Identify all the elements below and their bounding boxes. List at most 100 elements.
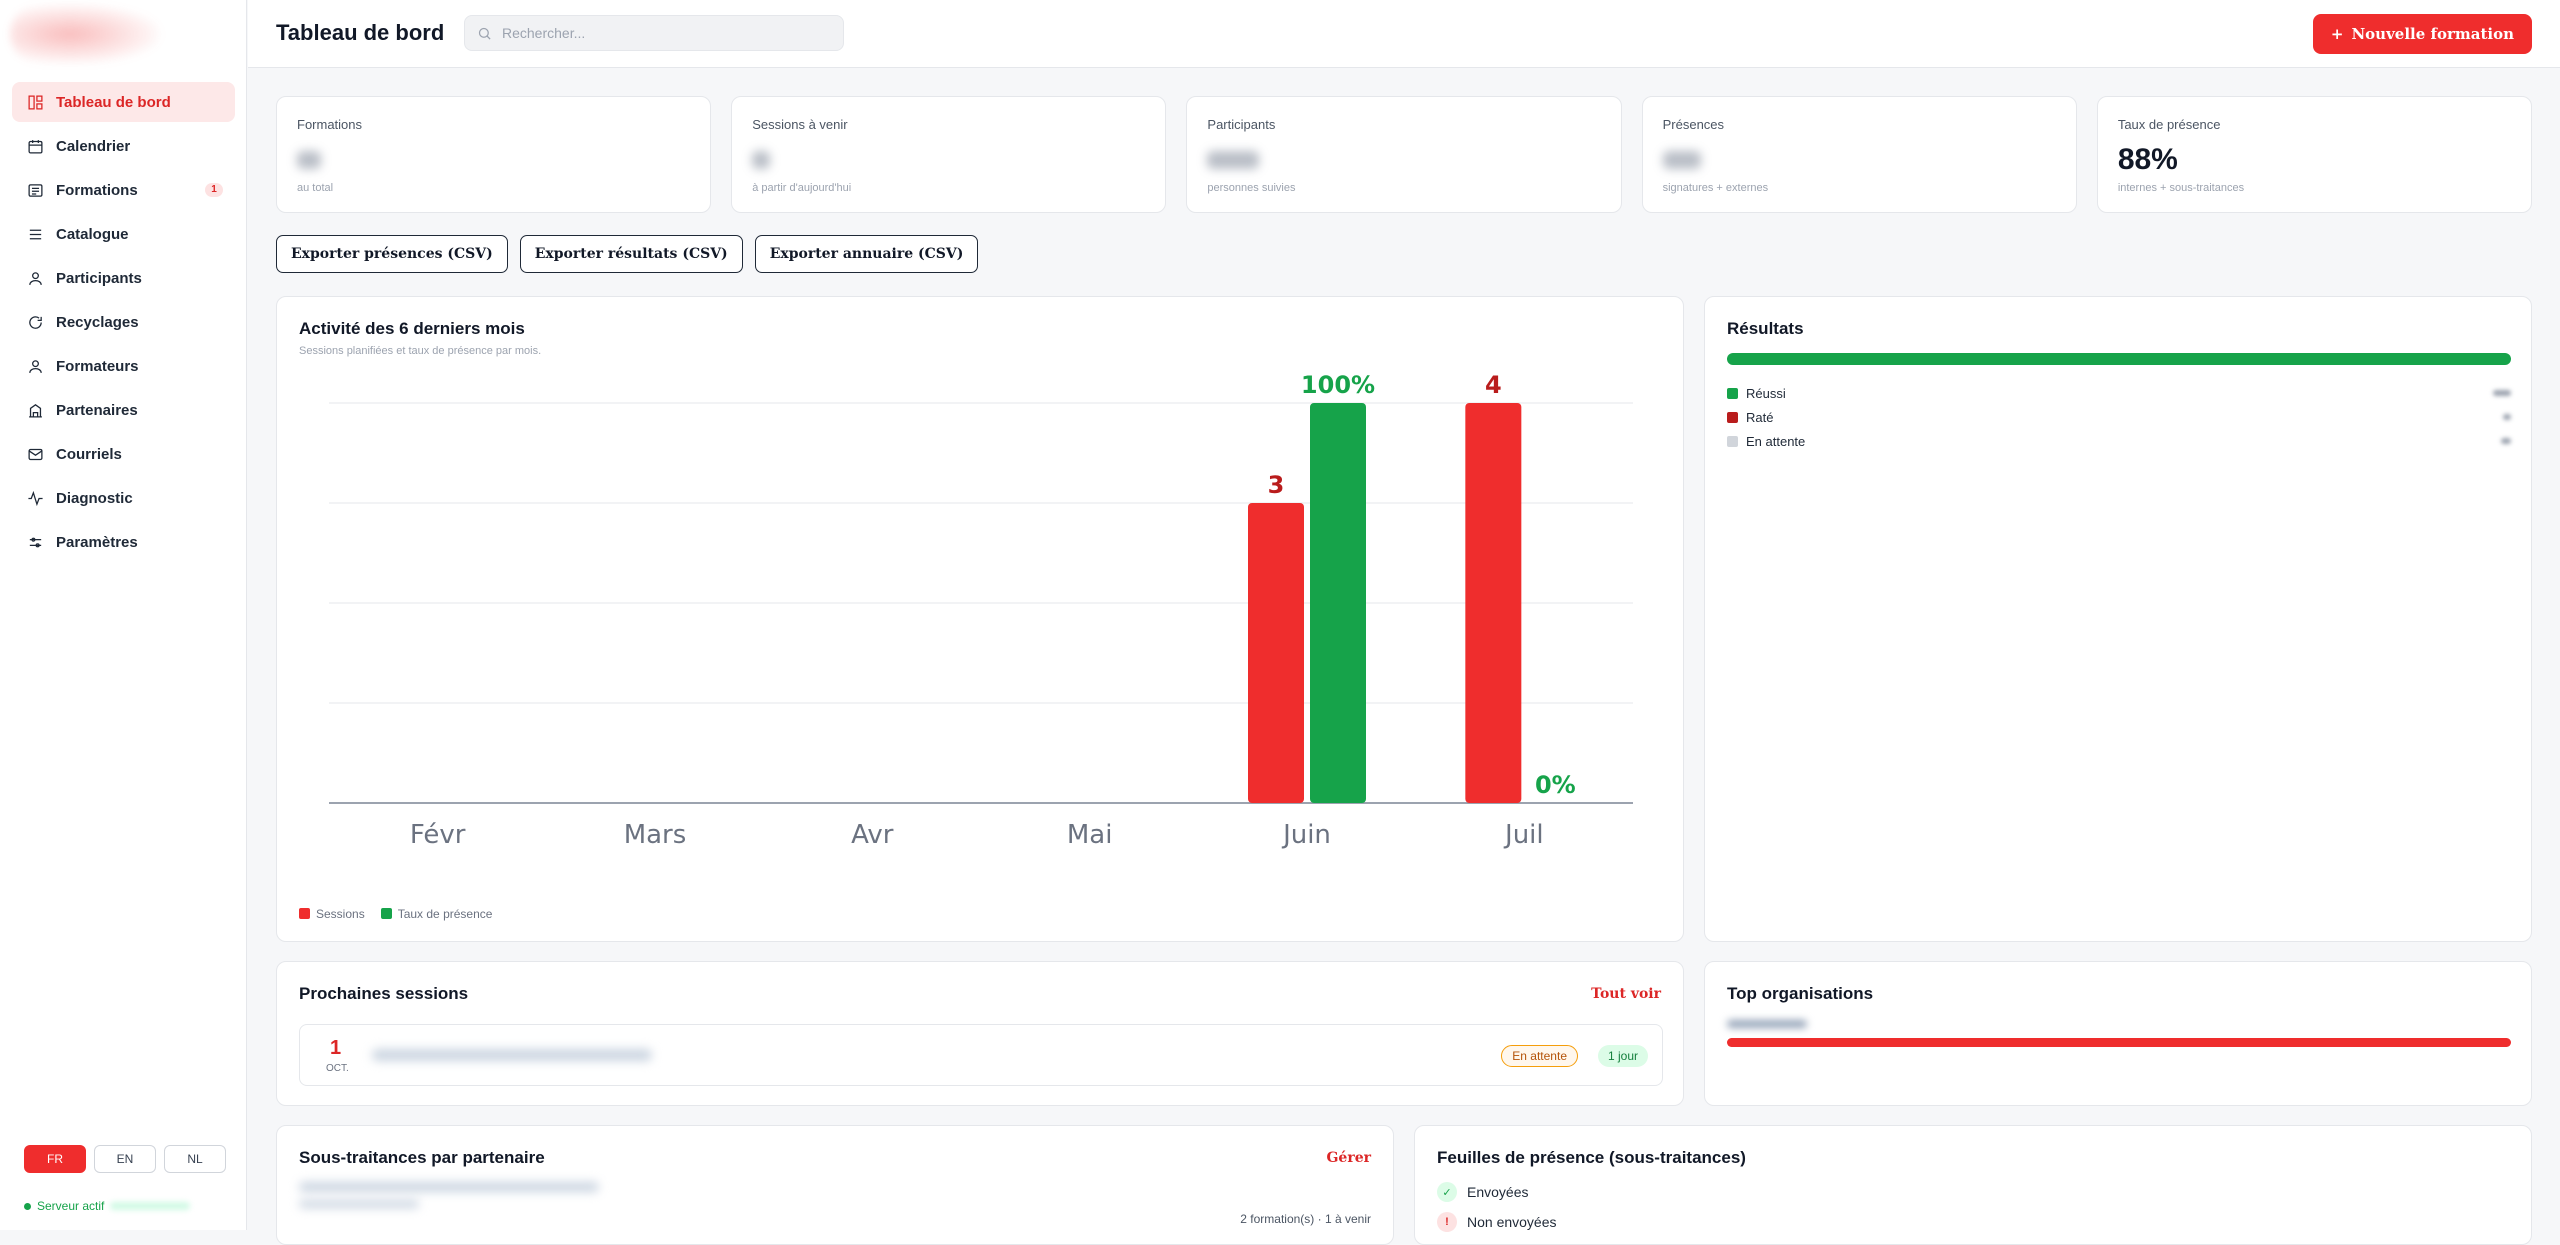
sheet-label: Envoyées: [1467, 1184, 1529, 1200]
server-status: Serveur actif: [24, 1199, 191, 1213]
export-results-button[interactable]: Exporter résultats (CSV): [519, 235, 743, 273]
sheet-row-sent[interactable]: ✓ Envoyées: [1437, 1182, 1528, 1202]
sidebar-item-label: Participants: [56, 269, 142, 287]
data-label: 4: [1485, 371, 1502, 399]
sidebar-item-formations[interactable]: Formations 1: [12, 170, 235, 210]
result-item-rate: Raté: [1727, 405, 2511, 429]
search-icon: [478, 27, 491, 40]
stat-label: Taux de présence: [2117, 117, 2221, 132]
export-presences-button[interactable]: Exporter présences (CSV): [276, 235, 508, 273]
user-icon: [26, 357, 44, 375]
stat-label: Sessions à venir: [752, 117, 848, 132]
stat-label: Participants: [1207, 117, 1276, 132]
user-icon: [26, 269, 44, 287]
stat-card-presences[interactable]: Présences signatures + externes: [1641, 96, 2077, 213]
legend-item-sessions: Sessions: [299, 907, 365, 921]
stat-card-sessions[interactable]: Sessions à venir à partir d'aujourd'hui: [731, 96, 1167, 213]
lang-nl-button[interactable]: NL: [164, 1145, 226, 1173]
subcontracting-card: Sous-traitances par partenaire Gérer 2 f…: [276, 1125, 1394, 1245]
result-label: Raté: [1746, 409, 1774, 425]
refresh-icon: [26, 313, 44, 331]
top-orgs-title: Top organisations: [1727, 984, 1874, 1003]
sidebar-item-partenaires[interactable]: Partenaires: [12, 390, 235, 430]
result-item-en-attente: En attente: [1727, 429, 2511, 453]
sidebar-item-tableau-de-bord[interactable]: Tableau de bord: [12, 82, 235, 122]
status-dot-icon: [24, 1202, 31, 1210]
export-directory-button[interactable]: Exporter annuaire (CSV): [754, 235, 979, 273]
stat-sub: à partir d'aujourd'hui: [752, 182, 852, 194]
see-all-link[interactable]: Tout voir: [1591, 986, 1661, 1002]
result-count-hidden: [2501, 438, 2511, 444]
sheets-title: Feuilles de présence (sous-traitances): [1437, 1148, 1746, 1167]
session-title-hidden: [372, 1049, 652, 1061]
sidebar-item-label: Catalogue: [56, 225, 129, 243]
org-bar: [1727, 1038, 2511, 1047]
sidebar-item-participants[interactable]: Participants: [12, 258, 235, 298]
plus-icon: +: [2330, 25, 2344, 43]
list-icon: [26, 225, 44, 243]
sessions-bar: [1248, 503, 1304, 803]
result-swatch: [1727, 411, 1738, 423]
attendance-sheets-card: Feuilles de présence (sous-traitances) ✓…: [1414, 1125, 2532, 1245]
sidebar-item-parametres[interactable]: Paramètres: [12, 522, 235, 562]
result-label: En attente: [1746, 433, 1806, 449]
status-badge: En attente: [1501, 1045, 1578, 1067]
sidebar-item-recyclages[interactable]: Recyclages: [12, 302, 235, 342]
result-swatch: [1727, 435, 1738, 447]
duration-badge: 1 jour: [1597, 1045, 1648, 1067]
logo[interactable]: [10, 4, 160, 64]
server-status-detail: [110, 1202, 191, 1210]
lang-en-button[interactable]: EN: [94, 1145, 156, 1173]
server-status-label: Serveur actif: [37, 1199, 105, 1213]
sidebar-item-catalogue[interactable]: Catalogue: [12, 214, 235, 254]
sheet-row-not-sent[interactable]: ! Non envoyées: [1437, 1212, 1557, 1232]
sidebar-item-calendrier[interactable]: Calendrier: [12, 126, 235, 166]
sidebar-nav: Tableau de bord Calendrier Formations 1 …: [12, 82, 235, 566]
x-tick-label: Févr: [410, 820, 466, 850]
stat-sub: signatures + externes: [1662, 182, 1769, 194]
stat-label: Formations: [297, 117, 363, 132]
result-label: Réussi: [1746, 385, 1786, 401]
legend-swatch: [299, 908, 310, 919]
chart-subtitle: Sessions planifiées et taux de présence …: [299, 345, 542, 357]
rate-bar: [1310, 403, 1366, 803]
activity-chart-card: Activité des 6 derniers mois Sessions pl…: [276, 296, 1684, 942]
activity-chart: Févr Mars Avr Mai Juin 3 100% Juil 4 0%: [329, 371, 1633, 850]
manage-link[interactable]: Gérer: [1326, 1150, 1371, 1166]
check-icon: ✓: [1437, 1182, 1457, 1202]
sidebar-item-label: Formateurs: [56, 357, 139, 375]
search-box[interactable]: [464, 15, 844, 51]
session-row[interactable]: 1 OCT. En attente 1 jour: [299, 1024, 1663, 1086]
sidebar-item-label: Paramètres: [56, 533, 138, 551]
activity-icon: [26, 489, 44, 507]
stat-card-taux[interactable]: Taux de présence 88% internes + sous-tra…: [2096, 96, 2533, 213]
results-list: Réussi Raté En attente: [1727, 381, 2511, 453]
stat-card-formations[interactable]: Formations au total: [276, 96, 712, 213]
sidebar-item-label: Courriels: [56, 445, 122, 463]
x-tick-label: Juil: [1503, 820, 1544, 850]
legend-label: Taux de présence: [397, 907, 493, 921]
dashboard-icon: [26, 93, 44, 111]
org-name-hidden: [1727, 1020, 1807, 1028]
lang-fr-button[interactable]: FR: [24, 1145, 86, 1173]
x-tick-label: Mars: [624, 820, 687, 850]
export-buttons: Exporter présences (CSV) Exporter résult…: [276, 235, 979, 273]
stat-card-participants[interactable]: Participants personnes suivies: [1186, 96, 1622, 213]
sidebar: Tableau de bord Calendrier Formations 1 …: [0, 0, 247, 1230]
new-formation-label: Nouvelle formation: [2351, 25, 2514, 43]
chart-title: Activité des 6 derniers mois: [299, 319, 525, 338]
result-count-hidden: [2493, 390, 2511, 396]
new-formation-button[interactable]: + Nouvelle formation: [2312, 14, 2532, 54]
sidebar-item-courriels[interactable]: Courriels: [12, 434, 235, 474]
results-card: Résultats Réussi Raté En attente: [1704, 296, 2532, 942]
sidebar-item-label: Diagnostic: [56, 489, 133, 507]
building-icon: [26, 401, 44, 419]
next-sessions-card: Prochaines sessions Tout voir 1 OCT. En …: [276, 961, 1684, 1106]
search-input[interactable]: [502, 25, 822, 41]
stat-sub: personnes suivies: [1207, 182, 1296, 194]
sidebar-item-formateurs[interactable]: Formateurs: [12, 346, 235, 386]
sidebar-item-diagnostic[interactable]: Diagnostic: [12, 478, 235, 518]
calendar-icon: [26, 137, 44, 155]
sidebar-item-label: Formations: [56, 181, 138, 199]
stat-value: 88%: [2117, 143, 2178, 176]
